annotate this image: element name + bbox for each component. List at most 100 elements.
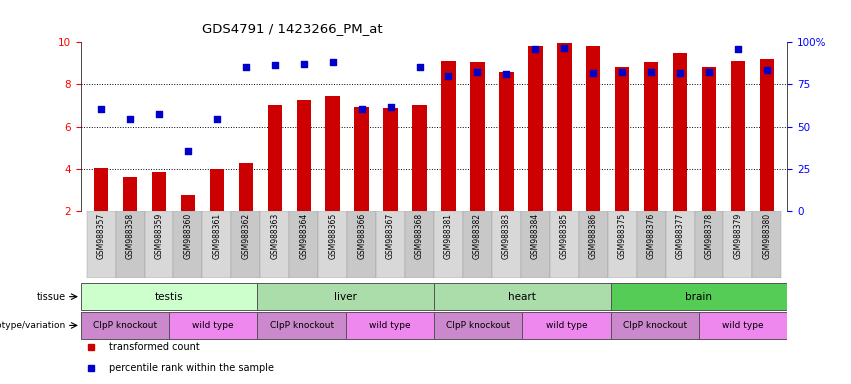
Text: GSM988378: GSM988378 <box>705 213 713 259</box>
Bar <box>586 46 601 211</box>
Bar <box>731 61 745 211</box>
Point <box>123 116 137 122</box>
Text: GSM988380: GSM988380 <box>762 213 771 259</box>
Bar <box>203 211 231 278</box>
Bar <box>346 312 434 339</box>
Bar <box>267 104 282 211</box>
Bar <box>557 43 572 211</box>
Bar <box>694 211 723 278</box>
Text: tissue: tissue <box>37 291 66 302</box>
Bar <box>521 211 550 278</box>
Point <box>471 69 484 75</box>
Text: GSM988366: GSM988366 <box>357 213 366 260</box>
Bar <box>81 312 169 339</box>
Bar <box>434 283 610 310</box>
Bar <box>405 211 434 278</box>
Point <box>239 63 253 70</box>
Text: GSM988363: GSM988363 <box>271 213 279 260</box>
Bar <box>615 66 630 211</box>
Bar <box>87 211 116 278</box>
Bar <box>257 283 434 310</box>
Bar <box>180 195 195 211</box>
Text: GSM988376: GSM988376 <box>647 213 655 260</box>
Bar <box>354 107 368 211</box>
Bar <box>702 66 717 211</box>
Bar <box>145 211 174 278</box>
Bar <box>383 108 397 211</box>
Text: GSM988381: GSM988381 <box>444 213 453 259</box>
Point <box>528 46 542 52</box>
Text: genotype/variation: genotype/variation <box>0 321 66 330</box>
Bar <box>81 283 257 310</box>
Bar <box>289 211 318 278</box>
Bar <box>347 211 376 278</box>
Point <box>760 67 774 73</box>
Bar <box>579 211 608 278</box>
Point <box>181 148 195 154</box>
Text: GSM988386: GSM988386 <box>589 213 597 259</box>
Bar <box>123 177 137 211</box>
Text: GSM988364: GSM988364 <box>300 213 308 260</box>
Text: wild type: wild type <box>369 321 411 330</box>
Bar <box>608 211 637 278</box>
Bar <box>116 211 145 278</box>
Text: ClpP knockout: ClpP knockout <box>270 321 334 330</box>
Bar <box>257 312 346 339</box>
Text: GSM988383: GSM988383 <box>502 213 511 259</box>
Text: GSM988358: GSM988358 <box>126 213 134 259</box>
Bar <box>296 100 311 211</box>
Point <box>673 70 687 76</box>
Text: testis: testis <box>155 291 184 302</box>
Bar <box>260 211 289 278</box>
Text: wild type: wild type <box>192 321 234 330</box>
Text: transformed count: transformed count <box>109 342 200 352</box>
Point <box>94 106 108 112</box>
Bar <box>471 62 485 211</box>
Bar <box>325 96 340 211</box>
Bar <box>723 211 752 278</box>
Bar <box>752 211 781 278</box>
Bar <box>610 312 699 339</box>
Text: GSM988377: GSM988377 <box>676 213 684 260</box>
Text: GSM988384: GSM988384 <box>531 213 540 259</box>
Bar <box>231 211 260 278</box>
Point <box>268 62 282 68</box>
Text: liver: liver <box>334 291 357 302</box>
Point <box>586 70 600 76</box>
Point <box>500 71 513 77</box>
Bar <box>492 211 521 278</box>
Bar <box>673 53 688 211</box>
Bar <box>169 312 257 339</box>
Point <box>210 116 224 122</box>
Point <box>615 69 629 75</box>
Bar <box>174 211 203 278</box>
Point <box>442 73 455 79</box>
Bar <box>500 72 514 211</box>
Bar <box>238 163 253 211</box>
Point <box>152 111 166 117</box>
Text: GSM988357: GSM988357 <box>97 213 106 260</box>
Text: GSM988359: GSM988359 <box>155 213 163 260</box>
Point <box>557 45 571 51</box>
Bar <box>644 62 659 211</box>
Bar <box>412 104 426 211</box>
Bar <box>376 211 405 278</box>
Bar <box>442 61 456 211</box>
Text: GSM988361: GSM988361 <box>213 213 221 259</box>
Text: GSM988382: GSM988382 <box>473 213 482 259</box>
Text: GSM988368: GSM988368 <box>415 213 424 259</box>
Bar <box>665 211 694 278</box>
Point <box>731 46 745 52</box>
Bar <box>550 211 579 278</box>
Bar <box>463 211 492 278</box>
Text: GSM988379: GSM988379 <box>734 213 742 260</box>
Bar <box>699 312 787 339</box>
Text: heart: heart <box>508 291 536 302</box>
Bar <box>434 312 523 339</box>
Point <box>413 63 426 70</box>
Bar <box>523 312 610 339</box>
Point <box>384 104 397 110</box>
Text: GSM988365: GSM988365 <box>328 213 337 260</box>
Bar <box>610 283 787 310</box>
Bar <box>528 46 543 211</box>
